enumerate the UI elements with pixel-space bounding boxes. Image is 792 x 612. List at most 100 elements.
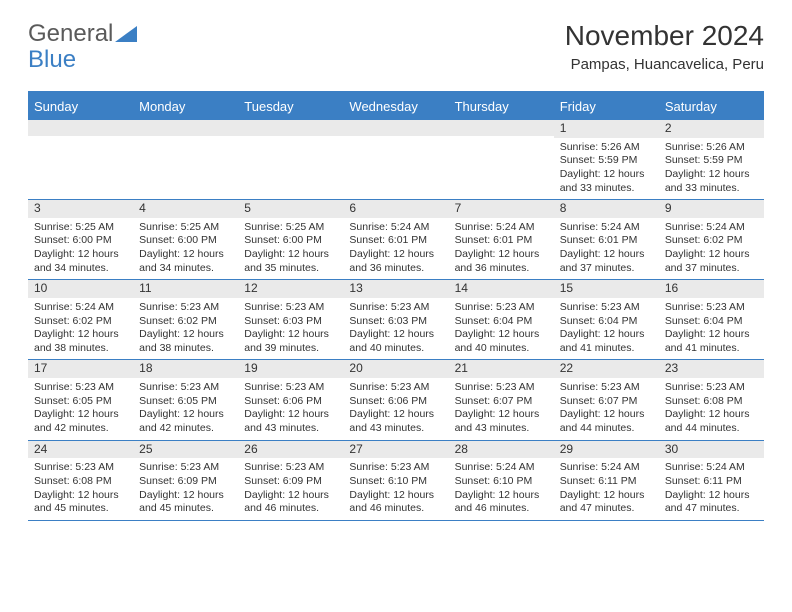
- day-cell: 4Sunrise: 5:25 AMSunset: 6:00 PMDaylight…: [133, 200, 238, 279]
- cell-body: Sunrise: 5:24 AMSunset: 6:01 PMDaylight:…: [343, 218, 448, 280]
- sunrise-text: Sunrise: 5:24 AM: [455, 461, 548, 475]
- day-cell: 2Sunrise: 5:26 AMSunset: 5:59 PMDaylight…: [659, 120, 764, 199]
- daylight1-text: Daylight: 12 hours: [665, 408, 758, 422]
- day-cell: 9Sunrise: 5:24 AMSunset: 6:02 PMDaylight…: [659, 200, 764, 279]
- day-cell: 30Sunrise: 5:24 AMSunset: 6:11 PMDayligh…: [659, 441, 764, 520]
- cell-body: Sunrise: 5:23 AMSunset: 6:04 PMDaylight:…: [554, 298, 659, 360]
- sunrise-text: Sunrise: 5:23 AM: [244, 461, 337, 475]
- cell-body: Sunrise: 5:23 AMSunset: 6:09 PMDaylight:…: [238, 458, 343, 520]
- sunset-text: Sunset: 5:59 PM: [560, 154, 653, 168]
- sunset-text: Sunset: 6:05 PM: [139, 395, 232, 409]
- day-cell: 3Sunrise: 5:25 AMSunset: 6:00 PMDaylight…: [28, 200, 133, 279]
- day-cell: 14Sunrise: 5:23 AMSunset: 6:04 PMDayligh…: [449, 280, 554, 359]
- daylight1-text: Daylight: 12 hours: [349, 408, 442, 422]
- daylight2-text: and 44 minutes.: [560, 422, 653, 436]
- daylight1-text: Daylight: 12 hours: [455, 408, 548, 422]
- daylight1-text: Daylight: 12 hours: [349, 489, 442, 503]
- sunset-text: Sunset: 6:07 PM: [455, 395, 548, 409]
- day-number: 2: [659, 120, 764, 138]
- sunrise-text: Sunrise: 5:23 AM: [560, 381, 653, 395]
- empty-cell: [28, 120, 133, 199]
- sunrise-text: Sunrise: 5:23 AM: [244, 381, 337, 395]
- sunset-text: Sunset: 6:07 PM: [560, 395, 653, 409]
- sunrise-text: Sunrise: 5:24 AM: [349, 221, 442, 235]
- cell-body: Sunrise: 5:23 AMSunset: 6:03 PMDaylight:…: [343, 298, 448, 360]
- daylight2-text: and 45 minutes.: [34, 502, 127, 516]
- day-number: 12: [238, 280, 343, 298]
- daylight1-text: Daylight: 12 hours: [139, 408, 232, 422]
- day-number: 24: [28, 441, 133, 459]
- day-cell: 22Sunrise: 5:23 AMSunset: 6:07 PMDayligh…: [554, 360, 659, 439]
- daylight1-text: Daylight: 12 hours: [455, 248, 548, 262]
- daylight1-text: Daylight: 12 hours: [34, 328, 127, 342]
- daylight2-text: and 45 minutes.: [139, 502, 232, 516]
- daylight2-text: and 39 minutes.: [244, 342, 337, 356]
- cell-body: Sunrise: 5:26 AMSunset: 5:59 PMDaylight:…: [659, 138, 764, 200]
- daylight2-text: and 44 minutes.: [665, 422, 758, 436]
- empty-cell: [238, 120, 343, 199]
- cell-body: Sunrise: 5:23 AMSunset: 6:06 PMDaylight:…: [343, 378, 448, 440]
- sunrise-text: Sunrise: 5:23 AM: [244, 301, 337, 315]
- cell-body: Sunrise: 5:23 AMSunset: 6:02 PMDaylight:…: [133, 298, 238, 360]
- day-number: 10: [28, 280, 133, 298]
- header: General November 2024 Pampas, Huancaveli…: [28, 20, 764, 73]
- day-number: 5: [238, 200, 343, 218]
- daylight1-text: Daylight: 12 hours: [349, 328, 442, 342]
- sunrise-text: Sunrise: 5:24 AM: [560, 221, 653, 235]
- day-header: Friday: [554, 93, 659, 120]
- empty-cell: [133, 120, 238, 199]
- sunset-text: Sunset: 6:11 PM: [560, 475, 653, 489]
- daylight1-text: Daylight: 12 hours: [34, 489, 127, 503]
- daylight2-text: and 42 minutes.: [139, 422, 232, 436]
- cell-body: Sunrise: 5:25 AMSunset: 6:00 PMDaylight:…: [28, 218, 133, 280]
- daylight2-text: and 46 minutes.: [455, 502, 548, 516]
- logo-triangle-icon: [115, 26, 137, 42]
- sunrise-text: Sunrise: 5:23 AM: [349, 461, 442, 475]
- week-row: 10Sunrise: 5:24 AMSunset: 6:02 PMDayligh…: [28, 280, 764, 360]
- sunset-text: Sunset: 6:08 PM: [34, 475, 127, 489]
- day-headers-row: SundayMondayTuesdayWednesdayThursdayFrid…: [28, 93, 764, 120]
- cell-body: Sunrise: 5:24 AMSunset: 6:01 PMDaylight:…: [449, 218, 554, 280]
- daylight2-text: and 33 minutes.: [560, 182, 653, 196]
- day-header: Tuesday: [238, 93, 343, 120]
- daylight2-text: and 41 minutes.: [560, 342, 653, 356]
- day-number: 7: [449, 200, 554, 218]
- daylight2-text: and 35 minutes.: [244, 262, 337, 276]
- daylight2-text: and 36 minutes.: [455, 262, 548, 276]
- sunrise-text: Sunrise: 5:23 AM: [139, 301, 232, 315]
- sunset-text: Sunset: 6:01 PM: [349, 234, 442, 248]
- week-row: 1Sunrise: 5:26 AMSunset: 5:59 PMDaylight…: [28, 120, 764, 200]
- day-cell: 7Sunrise: 5:24 AMSunset: 6:01 PMDaylight…: [449, 200, 554, 279]
- daylight2-text: and 43 minutes.: [349, 422, 442, 436]
- day-cell: 20Sunrise: 5:23 AMSunset: 6:06 PMDayligh…: [343, 360, 448, 439]
- day-cell: 19Sunrise: 5:23 AMSunset: 6:06 PMDayligh…: [238, 360, 343, 439]
- daylight2-text: and 42 minutes.: [34, 422, 127, 436]
- day-number: 3: [28, 200, 133, 218]
- daylight1-text: Daylight: 12 hours: [560, 328, 653, 342]
- cell-body: Sunrise: 5:24 AMSunset: 6:10 PMDaylight:…: [449, 458, 554, 520]
- cell-body: Sunrise: 5:23 AMSunset: 6:07 PMDaylight:…: [554, 378, 659, 440]
- daylight1-text: Daylight: 12 hours: [139, 328, 232, 342]
- sunrise-text: Sunrise: 5:23 AM: [349, 301, 442, 315]
- daylight2-text: and 47 minutes.: [560, 502, 653, 516]
- day-number: 4: [133, 200, 238, 218]
- sunrise-text: Sunrise: 5:24 AM: [34, 301, 127, 315]
- cell-body: Sunrise: 5:26 AMSunset: 5:59 PMDaylight:…: [554, 138, 659, 200]
- sunset-text: Sunset: 6:04 PM: [560, 315, 653, 329]
- day-number: 6: [343, 200, 448, 218]
- day-number: 15: [554, 280, 659, 298]
- daylight2-text: and 43 minutes.: [455, 422, 548, 436]
- week-row: 17Sunrise: 5:23 AMSunset: 6:05 PMDayligh…: [28, 360, 764, 440]
- sunset-text: Sunset: 6:00 PM: [139, 234, 232, 248]
- cell-body: Sunrise: 5:23 AMSunset: 6:09 PMDaylight:…: [133, 458, 238, 520]
- day-number: 17: [28, 360, 133, 378]
- sunset-text: Sunset: 6:09 PM: [139, 475, 232, 489]
- sunset-text: Sunset: 6:02 PM: [665, 234, 758, 248]
- daylight2-text: and 33 minutes.: [665, 182, 758, 196]
- day-number: 21: [449, 360, 554, 378]
- day-cell: 23Sunrise: 5:23 AMSunset: 6:08 PMDayligh…: [659, 360, 764, 439]
- daylight1-text: Daylight: 12 hours: [34, 248, 127, 262]
- day-number: [133, 120, 238, 136]
- sunrise-text: Sunrise: 5:26 AM: [560, 141, 653, 155]
- day-number: 19: [238, 360, 343, 378]
